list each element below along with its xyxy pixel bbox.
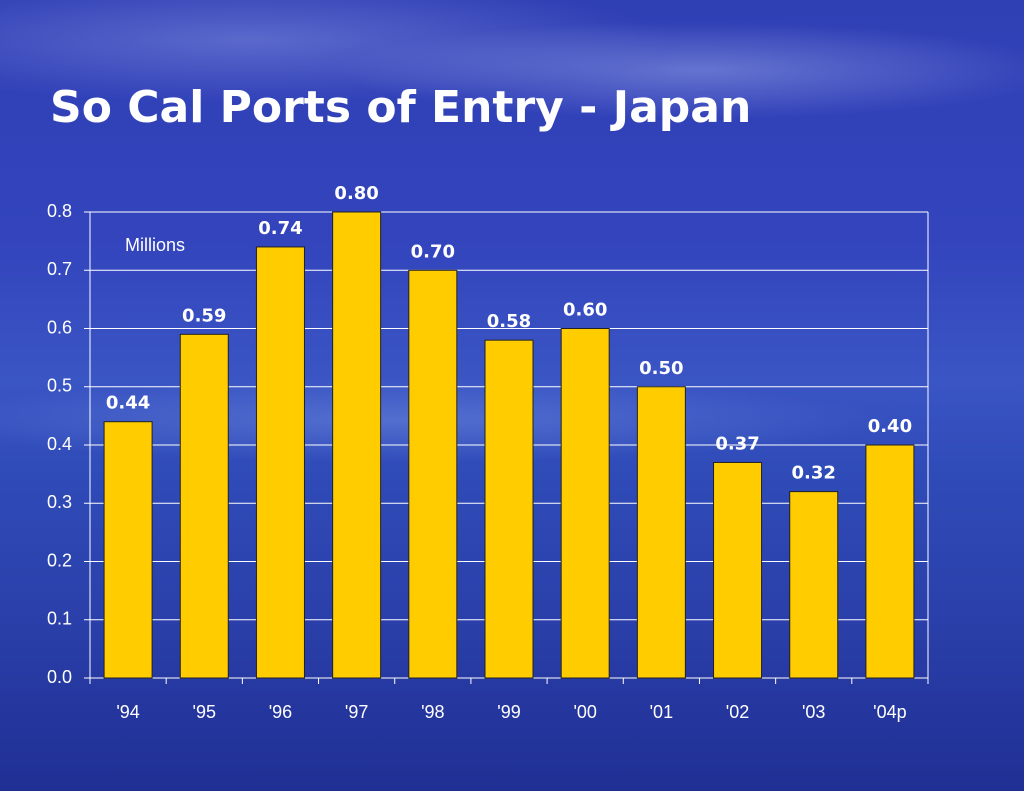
x-tick-label: '02 [726,702,749,722]
value-label: 0.40 [868,416,912,437]
y-tick-label: 0.8 [47,201,72,221]
value-label: 0.60 [563,300,607,321]
value-label: 0.50 [639,358,683,379]
value-label: 0.80 [334,183,378,204]
y-tick-label: 0.3 [47,492,72,512]
value-label: 0.59 [182,305,226,326]
bar [636,386,686,679]
x-tick-label: '01 [650,702,673,722]
x-tick-label: '95 [193,702,216,722]
value-label: 0.44 [106,393,150,414]
x-tick-label: '04p [873,702,906,722]
value-label: 0.70 [411,241,455,262]
bar [255,246,305,679]
bar [560,328,610,679]
x-tick-label: '96 [269,702,292,722]
annotation: Millions [125,235,185,255]
y-tick-label: 0.2 [47,550,72,570]
bar [408,269,458,679]
bar [103,421,153,679]
x-tick-label: '03 [802,702,825,722]
y-tick-label: 0.5 [47,376,72,396]
x-tick-label: '94 [116,702,139,722]
value-label: 0.37 [715,433,759,454]
y-tick-label: 0.4 [47,434,72,454]
bar [484,339,534,679]
x-tick-label: '98 [421,702,444,722]
bar [713,461,763,679]
bar [179,333,229,679]
bar [332,211,382,679]
value-label: 0.58 [487,311,531,332]
y-tick-label: 0.0 [47,667,72,687]
bar [865,444,915,679]
y-tick-label: 0.1 [47,609,72,629]
value-label: 0.74 [258,218,302,239]
bar [789,491,839,679]
value-label: 0.32 [792,463,836,484]
y-tick-label: 0.6 [47,317,72,337]
x-tick-label: '99 [497,702,520,722]
x-tick-label: '97 [345,702,368,722]
x-tick-label: '00 [573,702,596,722]
chart-title: So Cal Ports of Entry - Japan [50,82,751,133]
y-tick-label: 0.7 [47,259,72,279]
